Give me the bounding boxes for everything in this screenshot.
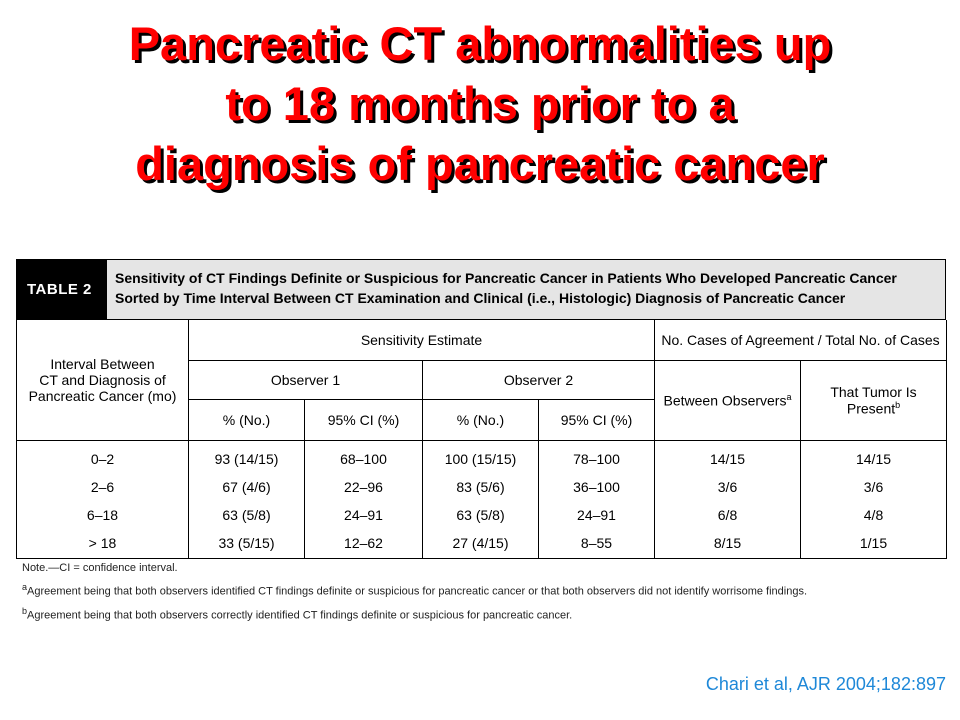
- obs1-ci-column: 68–100 22–96 24–91 12–62: [304, 440, 423, 559]
- table-cell: 14/15: [709, 451, 746, 467]
- title-line-1: Pancreatic CT abnormalities up: [128, 17, 832, 70]
- footnote-a-marker: a: [22, 582, 28, 592]
- table-notes: Note.—CI = confidence interval. aAgreeme…: [22, 562, 922, 629]
- table-cell: 83 (5/6): [456, 479, 505, 495]
- table-label: TABLE 2: [17, 260, 107, 319]
- note-ci: Note.—CI = confidence interval.: [22, 562, 178, 574]
- header-between-observers: Between Observersa: [654, 360, 801, 441]
- header-obs2-pct: % (No.): [422, 399, 539, 441]
- table-cell: 0–2: [90, 451, 115, 467]
- citation: Chari et al, AJR 2004;182:897: [705, 674, 946, 694]
- caption-line-2: Sorted by Time Interval Between CT Exami…: [115, 290, 846, 306]
- table-cell: 100 (15/15): [444, 451, 517, 467]
- table-cell: 67 (4/6): [222, 479, 271, 495]
- footnote-b-marker: b: [22, 605, 28, 616]
- table-cell: 12–62: [344, 535, 383, 551]
- table-cell: 8–55: [580, 535, 613, 551]
- table-cell: 6–18: [86, 507, 119, 523]
- header-interval-line-3: Pancreatic Cancer (mo): [28, 388, 177, 404]
- table-body-row: 0–2 2–6 6–18 > 18 93 (14/15) 67 (4/6) 63…: [17, 440, 947, 559]
- sensitivity-table: Interval Between CT and Diagnosis of Pan…: [16, 320, 948, 559]
- footnote-a: aAgreement being that both observers ide…: [22, 582, 922, 598]
- table-cell: 3/6: [717, 479, 738, 495]
- header-observer-2: Observer 2: [422, 360, 655, 400]
- table-cell: 14/15: [855, 451, 892, 467]
- title-line-2: to 18 months prior to a: [225, 77, 735, 130]
- table-cell: > 18: [88, 535, 117, 551]
- header-interval: Interval Between CT and Diagnosis of Pan…: [16, 320, 189, 441]
- interval-column: 0–2 2–6 6–18 > 18: [17, 441, 189, 559]
- footnote-a-text: Agreement being that both observers iden…: [27, 585, 808, 598]
- table-cell: 27 (4/15): [452, 535, 509, 551]
- table-cell: 8/15: [713, 535, 742, 551]
- header-tumor-label: That Tumor Is Present: [830, 384, 917, 417]
- table-cell: 78–100: [573, 451, 620, 467]
- header-interval-line-1: Interval Between: [50, 356, 155, 372]
- table-cell: 4/8: [863, 507, 884, 523]
- between-observers-column: 14/15 3/6 6/8 8/15: [654, 440, 801, 559]
- footnote-b-mark: b: [895, 400, 901, 411]
- table-cell: 24–91: [577, 507, 616, 523]
- table-caption-text: Sensitivity of CT Findings Definite or S…: [107, 260, 945, 319]
- header-obs1-ci: 95% CI (%): [304, 399, 423, 441]
- slide-title: Pancreatic CT abnormalities up to 18 mon…: [0, 14, 960, 194]
- table-cell: 24–91: [344, 507, 383, 523]
- table-cell: 63 (5/8): [456, 507, 505, 523]
- obs1-pct-column: 93 (14/15) 67 (4/6) 63 (5/8) 33 (5/15): [188, 440, 305, 559]
- header-obs1-pct: % (No.): [188, 399, 305, 441]
- table-cell: 22–96: [344, 479, 383, 495]
- title-line-3: diagnosis of pancreatic cancer: [135, 137, 825, 190]
- header-sensitivity: Sensitivity Estimate: [188, 320, 655, 361]
- table-figure: TABLE 2 Sensitivity of CT Findings Defin…: [16, 259, 948, 559]
- footnote-a-mark: a: [786, 392, 792, 403]
- table-cell: 33 (5/15): [218, 535, 275, 551]
- table-caption: TABLE 2 Sensitivity of CT Findings Defin…: [16, 259, 946, 320]
- footnote-b-text: Agreement being that both observers corr…: [27, 609, 573, 622]
- header-cases: No. Cases of Agreement / Total No. of Ca…: [653, 320, 947, 361]
- table-cell: 68–100: [340, 451, 387, 467]
- table-cell: 93 (14/15): [214, 451, 279, 467]
- table-cell: 2–6: [90, 479, 115, 495]
- table-cell: 3/6: [863, 479, 884, 495]
- caption-line-1: Sensitivity of CT Findings Definite or S…: [115, 270, 897, 286]
- table-cell: 6/8: [717, 507, 738, 523]
- obs2-pct-column: 100 (15/15) 83 (5/6) 63 (5/8) 27 (4/15): [422, 440, 539, 559]
- table-cell: 36–100: [573, 479, 620, 495]
- table-cell: 63 (5/8): [222, 507, 271, 523]
- footnote-b: bAgreement being that both observers cor…: [22, 606, 922, 622]
- tumor-present-column: 14/15 3/6 4/8 1/15: [799, 440, 947, 559]
- header-observer-1: Observer 1: [188, 360, 423, 400]
- header-obs2-ci: 95% CI (%): [538, 399, 655, 441]
- table-cell: 1/15: [859, 535, 888, 551]
- header-interval-line-2: CT and Diagnosis of: [39, 372, 166, 388]
- header-between-label: Between Observers: [663, 392, 787, 409]
- obs2-ci-column: 78–100 36–100 24–91 8–55: [538, 440, 655, 559]
- header-tumor-present: That Tumor Is Presentb: [799, 360, 947, 441]
